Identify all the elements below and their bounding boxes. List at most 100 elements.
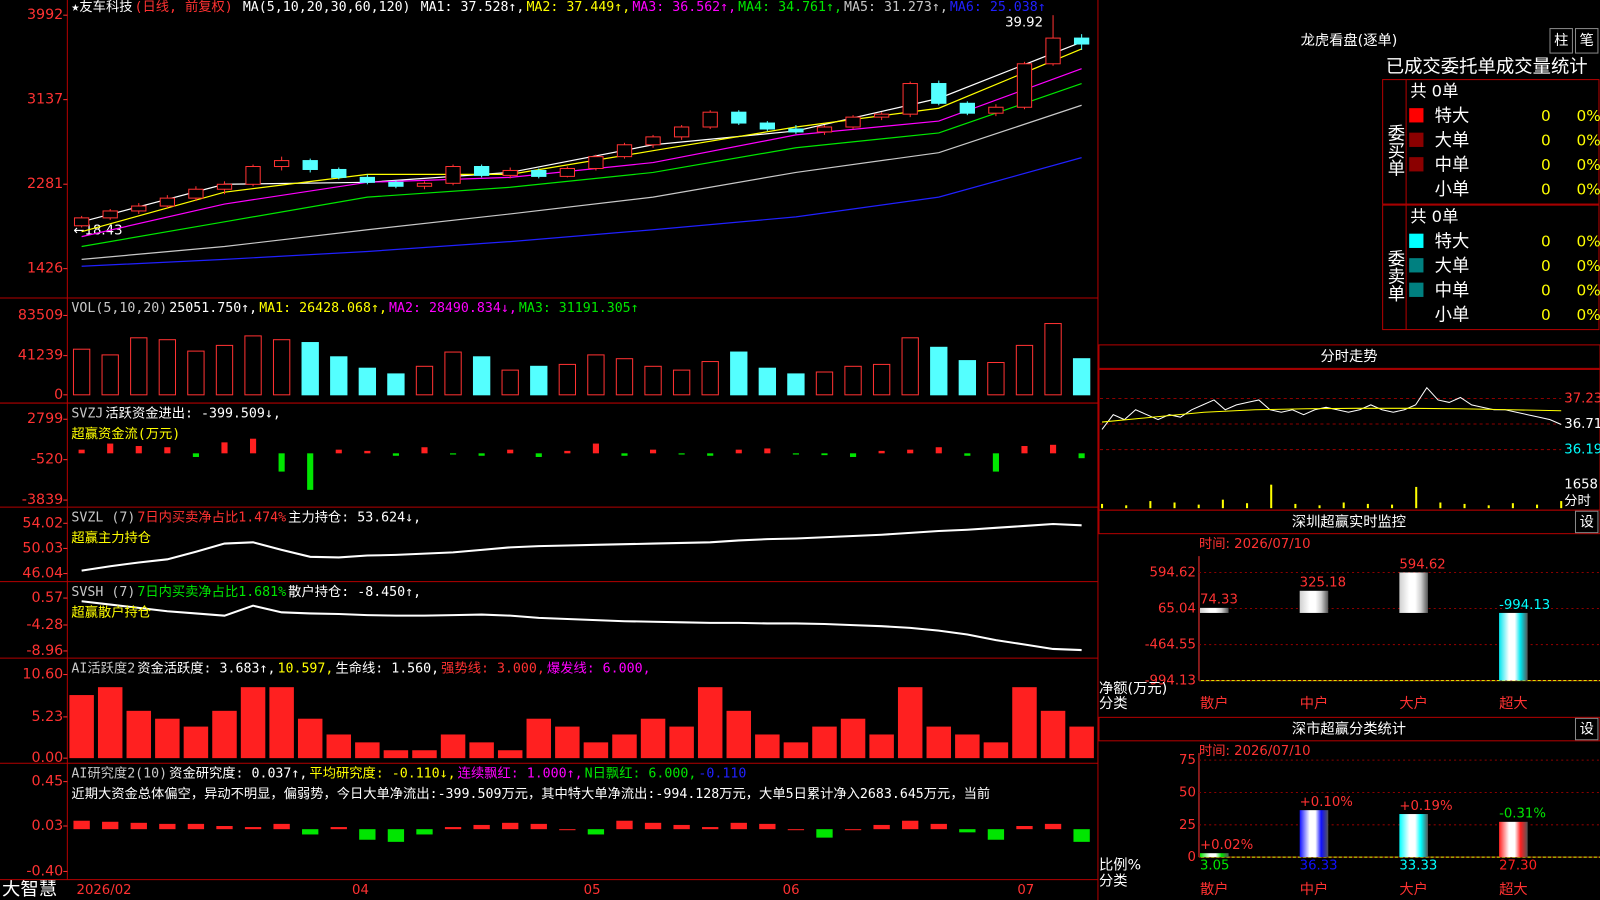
change-label: +0.02% xyxy=(1200,838,1253,853)
row-pct: 0% xyxy=(1577,281,1600,299)
pane-label: 连续飘红: 1.000↑, xyxy=(457,766,583,782)
candle-body xyxy=(445,166,461,184)
indicator-bar xyxy=(873,824,890,830)
candle-body xyxy=(959,102,975,114)
value-label: 3.05 xyxy=(1200,858,1230,873)
y-tick-label: -3839 xyxy=(22,492,63,508)
candle-body xyxy=(73,217,90,227)
pane-header: VOL(5,10,20) 25051.750↑, MA1: 26428.068↑, M… xyxy=(71,301,640,317)
pane-label: AI活跃度2 xyxy=(71,661,136,677)
indicator-bar xyxy=(383,750,409,759)
volume-bar xyxy=(958,360,977,396)
category-label: 大户 xyxy=(1399,881,1428,898)
indicator-bar xyxy=(759,823,776,830)
pane-label: 资金活跃度: 3.683↑, xyxy=(137,661,276,677)
indicator-bar xyxy=(955,734,980,759)
indicator-bar xyxy=(755,734,780,759)
indicator-bar xyxy=(783,742,809,759)
candle-body xyxy=(531,169,547,177)
indicator-bar xyxy=(1078,453,1085,459)
toggle-label[interactable]: 笔 xyxy=(1580,32,1594,49)
bar xyxy=(1399,572,1428,613)
indicator-bar xyxy=(502,822,519,830)
y-tick-label: 3992 xyxy=(27,7,63,23)
indicator-bar xyxy=(416,829,433,835)
volume-bar xyxy=(1044,323,1062,396)
indicator-bar xyxy=(983,742,1009,759)
indicator-bar xyxy=(97,687,123,759)
date-label: 05 xyxy=(584,883,601,898)
volume-bar xyxy=(130,337,148,396)
row-pct: 0% xyxy=(1577,156,1600,174)
candle-body xyxy=(645,136,661,146)
pane-label: VOL(5,10,20) xyxy=(71,301,168,317)
candle-body xyxy=(359,176,375,183)
pane-label: 活跃资金进出: -399.509↓, xyxy=(105,406,281,422)
indicator-bar xyxy=(869,734,894,759)
group-box xyxy=(1382,79,1600,205)
candle-body xyxy=(559,167,575,177)
row-pct: 0% xyxy=(1577,131,1600,149)
indicator-bar xyxy=(273,823,290,830)
indicator-bar xyxy=(902,820,919,830)
settings-button[interactable] xyxy=(1574,510,1599,534)
y-tick-label: 75 xyxy=(1179,753,1196,768)
volume-bar xyxy=(330,356,348,396)
volume-bar xyxy=(587,354,605,396)
row-pct: 0% xyxy=(1577,107,1600,125)
candle-body xyxy=(1045,37,1061,65)
category-label: 中户 xyxy=(1300,881,1329,898)
volume-bar xyxy=(444,351,462,396)
legend-swatch xyxy=(1409,233,1424,248)
value-label: 33.33 xyxy=(1399,858,1437,873)
indicator-bar xyxy=(155,718,180,759)
bar xyxy=(1499,612,1528,681)
candle-body xyxy=(159,197,175,207)
indicator-bar xyxy=(649,449,657,454)
y-tick-label: -994.13 xyxy=(1145,674,1196,689)
candle-body xyxy=(673,126,690,138)
volume-bar xyxy=(415,365,434,396)
row-count: 0 xyxy=(1541,131,1551,149)
toggle-button[interactable] xyxy=(1574,28,1599,54)
indicator-bar xyxy=(844,829,862,831)
indicator-bar xyxy=(330,827,347,830)
row-count: 0 xyxy=(1541,281,1551,299)
y-tick-label: 3137 xyxy=(27,92,63,108)
row-name: 特大 xyxy=(1435,106,1470,126)
settings-label[interactable]: 设 xyxy=(1580,513,1594,530)
category-label: 超大 xyxy=(1499,695,1528,712)
row-count: 0 xyxy=(1541,107,1551,125)
indicator-bar xyxy=(583,742,609,759)
y-tick-label: 46.04 xyxy=(22,566,63,582)
indicator-bar xyxy=(678,453,685,455)
category-label: 散户 xyxy=(1200,881,1229,898)
indicator-bar xyxy=(73,820,90,830)
indicator-bar xyxy=(78,449,85,454)
settings-label[interactable]: 设 xyxy=(1580,721,1594,738)
change-label: +0.10% xyxy=(1300,795,1353,810)
indicator-bar xyxy=(126,710,152,759)
pane-label: MA3: 31191.305↑ xyxy=(518,301,639,317)
settings-button[interactable] xyxy=(1574,717,1599,741)
pane-label: 近期大资金总体偏空，异动不明显，偏弱势，今日大单净流出:-399.509万元，其… xyxy=(71,786,991,803)
toggle-label[interactable]: 柱 xyxy=(1554,32,1568,49)
indicator-bar xyxy=(621,453,628,456)
y-tick-label: -8.96 xyxy=(26,643,63,659)
high-annotation: 39.92 xyxy=(1005,15,1043,30)
row-pct: 0% xyxy=(1577,180,1600,198)
candle-body xyxy=(616,144,633,158)
volume-bar xyxy=(615,358,634,396)
ma-title: MA(5,10,20,30,60,120) xyxy=(242,0,411,16)
toggle-button[interactable] xyxy=(1549,28,1573,54)
indicator-bar xyxy=(816,829,833,838)
volume-bar xyxy=(472,356,491,396)
y-tick-label: 2281 xyxy=(27,176,63,192)
indicator-line xyxy=(81,600,1082,652)
indicator-bar xyxy=(1049,444,1057,454)
indicator-bar xyxy=(530,823,547,830)
y-tick-label: 0 xyxy=(1187,850,1195,865)
indicator-bar xyxy=(587,829,605,835)
candle-body xyxy=(902,83,918,115)
indicator-bar xyxy=(992,453,999,472)
